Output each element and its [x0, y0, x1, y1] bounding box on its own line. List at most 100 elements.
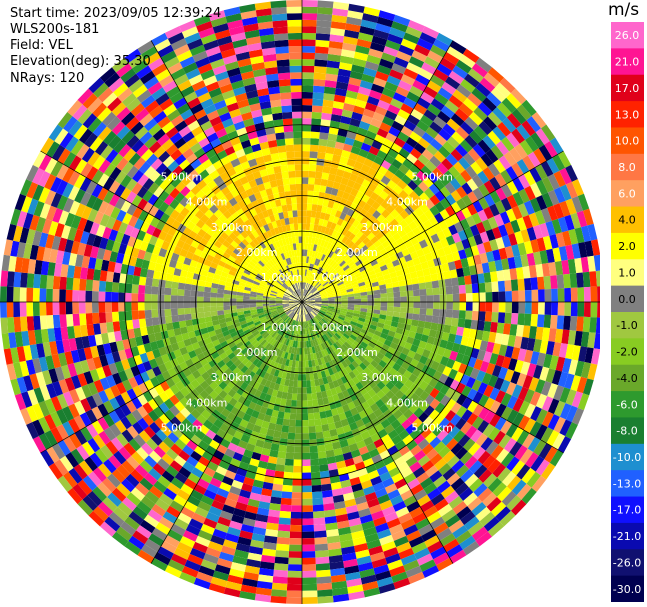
range-gate	[397, 414, 408, 425]
range-gate	[103, 190, 115, 204]
range-gate	[290, 294, 297, 299]
range-gate	[390, 495, 404, 506]
range-gate	[297, 210, 302, 217]
range-gate	[289, 312, 295, 318]
range-gate	[302, 361, 306, 368]
range-gate	[290, 270, 294, 278]
range-gate	[553, 416, 566, 434]
range-gate	[272, 354, 278, 362]
range-gate	[329, 401, 337, 410]
range-gate	[212, 257, 221, 265]
range-gate	[51, 353, 62, 369]
range-gate	[178, 142, 191, 155]
range-gate	[370, 320, 379, 327]
range-gate	[445, 387, 456, 399]
range-gate	[281, 337, 286, 344]
range-gate	[213, 449, 225, 460]
range-gate	[323, 348, 329, 356]
range-gate	[236, 295, 244, 299]
range-gate	[386, 310, 394, 317]
range-gate	[251, 185, 260, 195]
range-gate	[91, 406, 104, 421]
range-gate	[216, 105, 230, 117]
range-gate	[478, 468, 493, 484]
range-gate	[311, 204, 318, 212]
range-gate	[332, 334, 340, 342]
range-gate	[493, 377, 505, 391]
range-gate	[302, 538, 315, 545]
range-gate	[160, 50, 177, 64]
range-gate	[297, 216, 302, 224]
range-gate	[424, 384, 435, 395]
range-gate	[291, 346, 295, 354]
range-gate	[275, 550, 289, 558]
range-gate	[317, 595, 334, 604]
range-gate	[22, 375, 34, 392]
range-gate	[261, 210, 270, 219]
range-gate	[93, 323, 101, 335]
range-gate	[430, 344, 440, 354]
range-gate	[32, 151, 47, 168]
range-gate	[133, 266, 142, 277]
range-gate	[267, 269, 275, 276]
range-gate	[267, 456, 278, 465]
range-gate	[283, 306, 291, 311]
range-gate	[155, 68, 171, 82]
range-gate	[211, 499, 225, 511]
range-gate	[407, 478, 420, 490]
range-gate	[0, 302, 7, 318]
range-gate	[242, 517, 256, 527]
range-gate	[6, 286, 14, 302]
ppi-gates	[0, 0, 600, 604]
range-gate	[278, 268, 285, 276]
range-gate	[213, 209, 223, 219]
range-gate	[312, 339, 317, 347]
range-gate	[373, 438, 385, 449]
range-gate	[277, 270, 283, 277]
range-gate	[220, 186, 231, 196]
range-gate	[347, 379, 356, 388]
range-gate	[154, 552, 171, 566]
range-gate	[206, 342, 215, 350]
range-gate	[315, 431, 324, 440]
range-gate	[307, 304, 314, 308]
range-gate	[139, 131, 153, 145]
range-gate	[137, 293, 145, 302]
range-gate	[99, 237, 109, 250]
range-gate	[256, 304, 263, 307]
range-gate	[551, 302, 559, 316]
range-gate	[306, 306, 312, 312]
range-gate	[314, 305, 322, 309]
range-gate	[130, 487, 145, 501]
range-gate	[92, 102, 108, 118]
range-gate	[245, 331, 253, 338]
range-gate	[40, 137, 55, 155]
range-gate	[326, 535, 340, 544]
range-gate	[363, 348, 372, 356]
range-gate	[111, 468, 126, 484]
range-gate	[44, 430, 58, 447]
range-gate	[35, 216, 47, 233]
range-gate	[262, 195, 270, 204]
range-gate	[240, 230, 249, 239]
range-gate	[289, 299, 296, 301]
range-gate	[20, 272, 28, 288]
range-gate	[288, 271, 293, 279]
range-gate	[337, 318, 344, 323]
range-gate	[487, 477, 503, 493]
range-gate	[529, 391, 542, 407]
range-gate	[446, 472, 461, 486]
range-gate	[209, 477, 222, 488]
range-gate	[184, 32, 201, 45]
range-gate	[179, 56, 196, 69]
range-gate	[363, 366, 372, 376]
range-gate	[289, 297, 296, 301]
range-gate	[246, 558, 261, 568]
range-gate	[38, 416, 51, 434]
range-gate	[436, 323, 445, 333]
range-gate	[248, 546, 263, 555]
range-gate	[245, 343, 254, 351]
range-gate	[342, 451, 353, 461]
range-gate	[256, 397, 265, 407]
range-gate	[384, 372, 394, 382]
